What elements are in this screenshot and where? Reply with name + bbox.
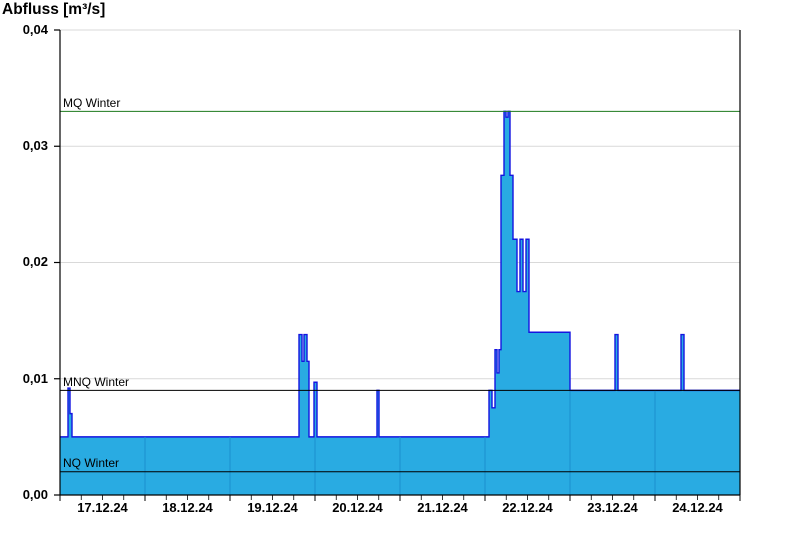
svg-text:0,04: 0,04	[23, 22, 49, 37]
svg-text:0,01: 0,01	[23, 371, 48, 386]
svg-text:17.12.24: 17.12.24	[77, 500, 128, 515]
svg-text:24.12.24: 24.12.24	[672, 500, 723, 515]
svg-text:NQ Winter: NQ Winter	[63, 456, 119, 470]
svg-text:MQ Winter: MQ Winter	[63, 96, 120, 110]
svg-text:0,02: 0,02	[23, 254, 48, 269]
svg-text:23.12.24: 23.12.24	[587, 500, 638, 515]
svg-text:19.12.24: 19.12.24	[247, 500, 298, 515]
svg-text:0,03: 0,03	[23, 138, 48, 153]
svg-text:0,00: 0,00	[23, 487, 48, 502]
svg-text:18.12.24: 18.12.24	[162, 500, 213, 515]
svg-text:MNQ Winter: MNQ Winter	[63, 375, 129, 389]
svg-text:22.12.24: 22.12.24	[502, 500, 553, 515]
svg-text:21.12.24: 21.12.24	[417, 500, 468, 515]
svg-text:20.12.24: 20.12.24	[332, 500, 383, 515]
